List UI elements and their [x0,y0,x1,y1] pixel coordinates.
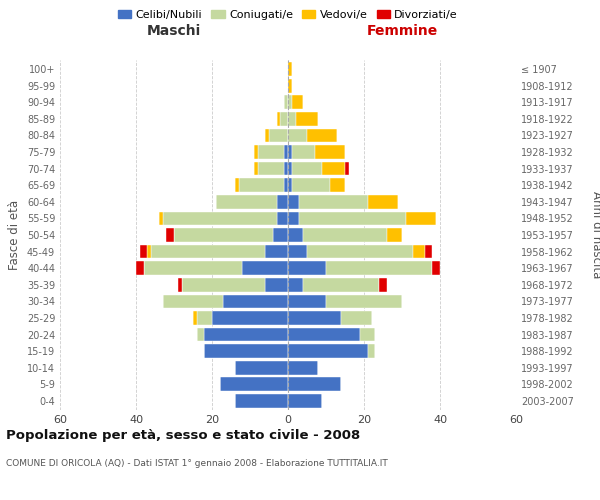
Bar [406,212,436,225]
Bar [288,245,307,258]
Bar [326,262,433,275]
Bar [288,146,292,159]
Text: COMUNE DI ORICOLA (AQ) - Dati ISTAT 1° gennaio 2008 - Elaborazione TUTTITALIA.IT: COMUNE DI ORICOLA (AQ) - Dati ISTAT 1° g… [6,458,388,468]
Bar [212,311,288,324]
Bar [151,245,265,258]
Bar [174,228,273,242]
Bar [280,112,288,126]
Bar [205,344,288,358]
Bar [235,361,288,374]
Bar [288,79,292,92]
Bar [288,112,296,126]
Bar [326,294,402,308]
Bar [197,311,212,324]
Bar [288,212,299,225]
Bar [303,228,387,242]
Bar [341,311,371,324]
Bar [288,228,303,242]
Bar [220,378,288,391]
Bar [433,262,440,275]
Bar [235,394,288,407]
Bar [254,146,257,159]
Bar [288,195,299,208]
Bar [265,245,288,258]
Bar [159,212,163,225]
Bar [257,162,284,175]
Bar [288,178,292,192]
Bar [178,278,182,291]
Bar [242,262,288,275]
Bar [136,262,143,275]
Bar [288,344,368,358]
Bar [193,311,197,324]
Bar [205,328,288,342]
Bar [265,278,288,291]
Bar [288,162,292,175]
Bar [288,262,326,275]
Bar [140,245,148,258]
Bar [284,162,288,175]
Bar [257,146,284,159]
Bar [299,195,368,208]
Bar [288,394,322,407]
Bar [277,112,280,126]
Bar [148,245,151,258]
Bar [288,328,360,342]
Bar [277,195,288,208]
Bar [216,195,277,208]
Bar [314,146,345,159]
Bar [182,278,265,291]
Bar [277,212,288,225]
Bar [292,96,303,109]
Bar [284,96,288,109]
Bar [284,146,288,159]
Bar [360,328,376,342]
Bar [345,162,349,175]
Bar [273,228,288,242]
Bar [292,162,322,175]
Bar [299,212,406,225]
Bar [223,294,288,308]
Bar [284,178,288,192]
Bar [143,262,242,275]
Legend: Celibi/Nubili, Coniugati/e, Vedovi/e, Divorziati/e: Celibi/Nubili, Coniugati/e, Vedovi/e, Di… [113,6,463,25]
Bar [387,228,402,242]
Text: Femmine: Femmine [367,24,437,38]
Bar [296,112,319,126]
Bar [368,344,376,358]
Text: Maschi: Maschi [147,24,201,38]
Bar [379,278,387,291]
Bar [307,245,413,258]
Bar [288,96,292,109]
Bar [163,294,223,308]
Bar [288,128,307,142]
Bar [288,294,326,308]
Bar [322,162,345,175]
Bar [265,128,269,142]
Y-axis label: Fasce di età: Fasce di età [8,200,21,270]
Bar [292,178,330,192]
Bar [288,378,341,391]
Bar [235,178,239,192]
Bar [288,278,303,291]
Bar [254,162,257,175]
Bar [425,245,433,258]
Bar [197,328,205,342]
Bar [288,62,292,76]
Bar [307,128,337,142]
Bar [163,212,277,225]
Bar [166,228,174,242]
Bar [330,178,345,192]
Bar [303,278,379,291]
Bar [292,146,314,159]
Bar [288,311,341,324]
Y-axis label: Anni di nascita: Anni di nascita [590,192,600,278]
Bar [368,195,398,208]
Bar [288,361,319,374]
Text: Popolazione per età, sesso e stato civile - 2008: Popolazione per età, sesso e stato civil… [6,430,360,442]
Bar [413,245,425,258]
Bar [269,128,288,142]
Bar [239,178,284,192]
